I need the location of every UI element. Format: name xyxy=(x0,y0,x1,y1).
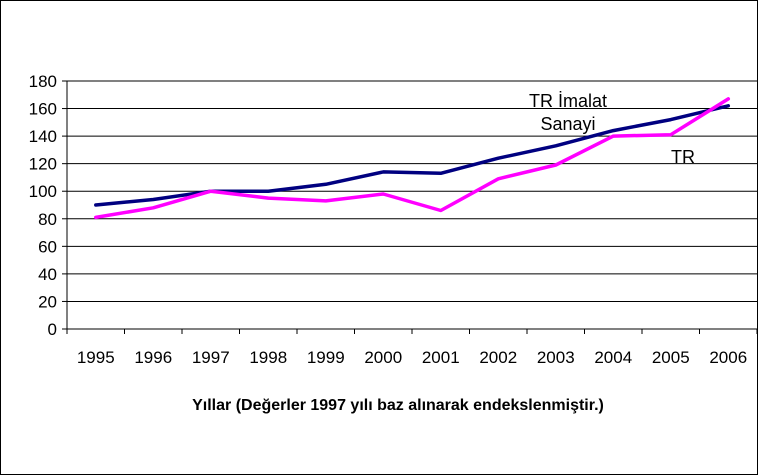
y-tick-label: 160 xyxy=(29,100,57,119)
y-tick-label: 100 xyxy=(29,182,57,201)
x-tick-label: 2006 xyxy=(709,348,747,367)
series-annotations: TR İmalat Sanayi TR xyxy=(529,91,695,167)
series-annotation-0-0: TR İmalat xyxy=(529,91,607,111)
y-tick-label: 60 xyxy=(38,237,57,256)
series-lines xyxy=(94,97,731,220)
x-tick-label: 2000 xyxy=(364,348,402,367)
y-tick-label: 140 xyxy=(29,127,57,146)
y-tick-label: 40 xyxy=(38,265,57,284)
x-tick-label: 1996 xyxy=(134,348,172,367)
y-tick-label: 120 xyxy=(29,155,57,174)
x-tick-label: 2002 xyxy=(479,348,517,367)
series-annotation-0-1: Sanayi xyxy=(540,114,595,134)
y-tick-labels: 0 20 40 60 80 100 120 140 160 180 xyxy=(29,72,57,339)
grid-lines xyxy=(67,80,757,302)
x-tick-label: 1999 xyxy=(307,348,345,367)
x-tick-label: 1997 xyxy=(192,348,230,367)
x-tick-label: 2005 xyxy=(652,348,690,367)
x-tick-label: 1995 xyxy=(77,348,115,367)
x-tick-label: 2003 xyxy=(537,348,575,367)
y-tick-label: 180 xyxy=(29,72,57,91)
axes xyxy=(62,80,757,334)
series-annotation-1-0: TR xyxy=(671,147,695,167)
x-tick-label: 2004 xyxy=(594,348,632,367)
y-tick-label: 80 xyxy=(38,210,57,229)
series-line-0 xyxy=(94,104,731,207)
series-line-1 xyxy=(94,97,731,220)
y-tick-label: 20 xyxy=(38,292,57,311)
x-tick-label: 1998 xyxy=(249,348,287,367)
y-tick-label: 0 xyxy=(48,320,57,339)
x-tick-label: 2001 xyxy=(422,348,460,367)
x-tick-labels: 1995 1996 1997 1998 1999 2000 2001 2002 2003 2004… xyxy=(77,348,747,367)
x-axis-label: Yıllar (Değerler 1997 yılı baz alınarak … xyxy=(192,397,604,414)
